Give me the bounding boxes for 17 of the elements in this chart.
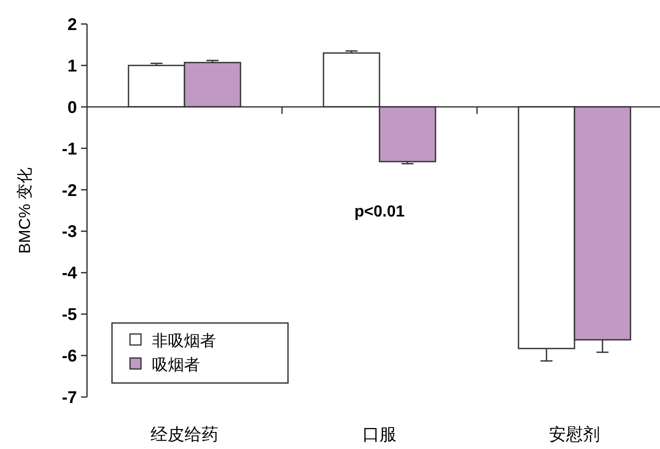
legend-label: 吸烟者 (152, 356, 200, 374)
y-axis-title: BMC% 变化 (16, 167, 34, 254)
y-tick-label: -1 (62, 139, 77, 158)
x-tick-label: 经皮给药 (150, 425, 218, 444)
y-tick-label: -2 (62, 180, 77, 200)
y-tick-label: -3 (62, 222, 77, 242)
legend-label: 非吸烟者 (152, 332, 216, 350)
x-tick-label: 安慰剂 (549, 425, 600, 444)
y-tick-label: 1 (68, 56, 77, 76)
y-tick-label: -6 (62, 346, 77, 366)
x-tick-label: 口服 (362, 425, 396, 444)
y-tick-label: 2 (68, 15, 77, 34)
y-tick-label: 0 (68, 98, 77, 117)
y-tick-label: -5 (62, 305, 77, 324)
y-tick-label: -7 (62, 388, 77, 407)
annotation: p<0.01 (354, 204, 405, 220)
y-tick-label: -4 (62, 264, 78, 283)
